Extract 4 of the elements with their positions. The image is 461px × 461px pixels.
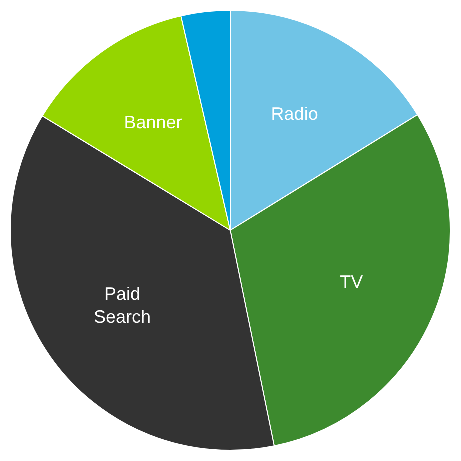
slice-label: Banner	[124, 112, 182, 132]
slice-label: Paid Search	[94, 284, 152, 327]
slice-label: Radio	[271, 104, 318, 124]
slice-label: TV	[340, 272, 364, 292]
